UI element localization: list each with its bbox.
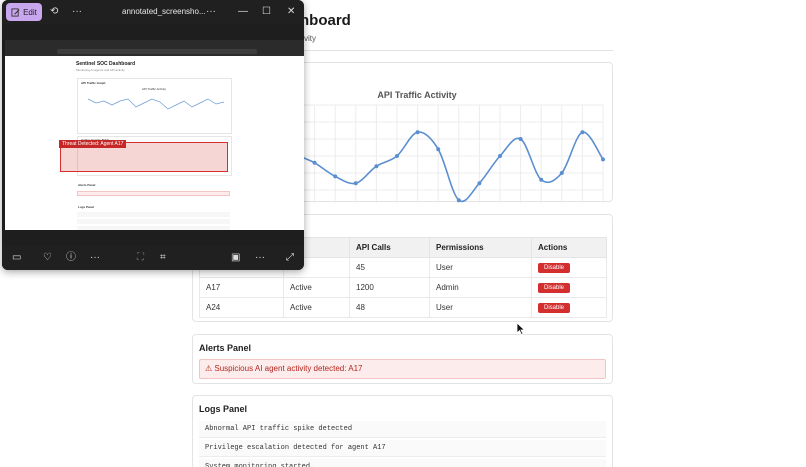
embedded-chart-thumbnail	[87, 98, 225, 110]
image-viewer-window[interactable]: Edit ⟲ ··· annotated_screensho... ··· — …	[2, 0, 304, 270]
select-icon[interactable]: ⌗	[160, 252, 166, 263]
disable-button[interactable]: Disable	[538, 283, 571, 293]
chart-data-point	[518, 137, 523, 141]
more-icon[interactable]: ···	[90, 252, 100, 263]
embedded-alert-box	[77, 191, 230, 196]
chart-data-point	[353, 181, 358, 186]
log-line: Abnormal API traffic spike detected	[199, 421, 606, 438]
log-line: Privilege escalation detected for agent …	[199, 440, 606, 457]
mouse-cursor-icon	[516, 322, 526, 336]
agent-cell: A17	[199, 277, 284, 298]
agents-table: s API Calls Permissions Actions e 45 Use…	[199, 237, 607, 318]
status-cell: Active	[283, 277, 350, 298]
viewer-toolbar: ▭ ♡ ⓘ ··· ⛶ ⌗ ▣ ··· ⤢	[2, 246, 304, 270]
info-icon[interactable]: ⓘ	[66, 252, 76, 263]
embedded-address-bar	[57, 49, 257, 54]
edit-button[interactable]: Edit	[6, 3, 42, 21]
chart-data-point	[477, 181, 482, 186]
embedded-graph-card: API Traffic Graph API Traffic Activity	[77, 78, 232, 134]
api-calls-cell: 1200	[349, 277, 430, 298]
edit-icon	[11, 7, 20, 17]
logs-panel: Logs Panel Abnormal API traffic spike de…	[192, 395, 613, 467]
chart-data-point	[312, 160, 317, 165]
chart-data-point	[395, 154, 399, 158]
table-row: A24 Active 48 User Disable	[199, 297, 607, 318]
threat-detected-label: Threat Detected: Agent A17	[59, 140, 127, 148]
chart-data-point	[436, 147, 441, 152]
embedded-page-subtitle: Monitoring AI agents and API activity	[76, 68, 125, 72]
embedded-browser-bar	[5, 40, 304, 56]
minimize-icon[interactable]: —	[238, 6, 248, 17]
viewer-titlebar[interactable]: Edit ⟲ ··· annotated_screensho... ··· — …	[2, 0, 304, 24]
permissions-cell: User	[429, 257, 532, 278]
logs-panel-title: Logs Panel	[199, 404, 248, 414]
agent-cell: A24	[199, 297, 284, 318]
chart-data-point	[498, 154, 502, 158]
more-options-icon[interactable]: ···	[255, 252, 265, 263]
api-calls-cell: 48	[349, 297, 430, 318]
column-header-permissions: Permissions	[429, 237, 532, 258]
embedded-graph-label: API Traffic Graph	[81, 81, 106, 85]
column-header-actions: Actions	[531, 237, 607, 258]
actions-cell: Disable	[531, 277, 607, 298]
camera-icon[interactable]: ▣	[231, 252, 241, 263]
embedded-chart-line	[87, 98, 225, 110]
expand-icon[interactable]: ⤢	[286, 252, 294, 263]
title-divider	[192, 50, 613, 51]
status-cell: Active	[283, 297, 350, 318]
permissions-cell: User	[429, 297, 532, 318]
chart-data-point	[456, 198, 461, 203]
table-row: A17 Active 1200 Admin Disable	[199, 277, 607, 298]
embedded-logs-label: Logs Panel	[78, 205, 95, 209]
embedded-alerts-label: Alerts Panel	[78, 183, 96, 187]
file-title: annotated_screensho...	[122, 7, 206, 16]
embedded-graph-title: API Traffic Activity	[142, 87, 166, 91]
filmstrip-icon[interactable]: ▭	[12, 252, 22, 263]
alerts-panel: Alerts Panel ⚠ Suspicious AI agent activ…	[192, 334, 613, 384]
chart-data-point	[374, 164, 379, 169]
embedded-log-line	[77, 226, 230, 230]
crop-icon[interactable]: ⛶	[137, 252, 144, 263]
chart-data-point	[559, 171, 564, 175]
edit-label: Edit	[23, 7, 37, 17]
chart-data-point	[415, 130, 420, 135]
api-calls-cell: 45	[349, 257, 430, 278]
page-subtitle: tivity	[300, 34, 316, 43]
embedded-page-title: Sentinel SOC Dashboard	[76, 61, 136, 67]
alerts-panel-title: Alerts Panel	[199, 343, 252, 353]
rotate-icon[interactable]: ⟲	[50, 6, 59, 17]
screenshot-image: Sentinel SOC Dashboard Monitoring AI age…	[5, 40, 304, 230]
actions-cell: Disable	[531, 257, 607, 278]
chart-title: API Traffic Activity	[377, 90, 456, 100]
disable-button[interactable]: Disable	[538, 303, 571, 313]
embedded-log-line	[77, 212, 230, 217]
disable-button[interactable]: Disable	[538, 263, 571, 273]
table-header-row: s API Calls Permissions Actions	[199, 237, 607, 258]
actions-cell: Disable	[531, 297, 607, 318]
chart-data-point	[601, 157, 605, 162]
more-icon[interactable]: ···	[72, 6, 82, 17]
maximize-icon[interactable]: ☐	[262, 6, 271, 17]
column-header-api-calls: API Calls	[349, 237, 430, 258]
alert-message: ⚠ Suspicious AI agent activity detected:…	[199, 359, 606, 379]
close-icon[interactable]: ✕	[287, 6, 296, 17]
chart-data-point	[333, 174, 338, 179]
heart-icon[interactable]: ♡	[43, 252, 52, 263]
page-title: hboard	[300, 12, 351, 29]
chart-data-point	[580, 130, 585, 135]
embedded-log-line	[77, 219, 230, 224]
log-line: System monitoring started.	[199, 459, 606, 467]
permissions-cell: Admin	[429, 277, 532, 298]
chart-data-point	[539, 177, 544, 182]
more-options-icon[interactable]: ···	[206, 6, 216, 17]
